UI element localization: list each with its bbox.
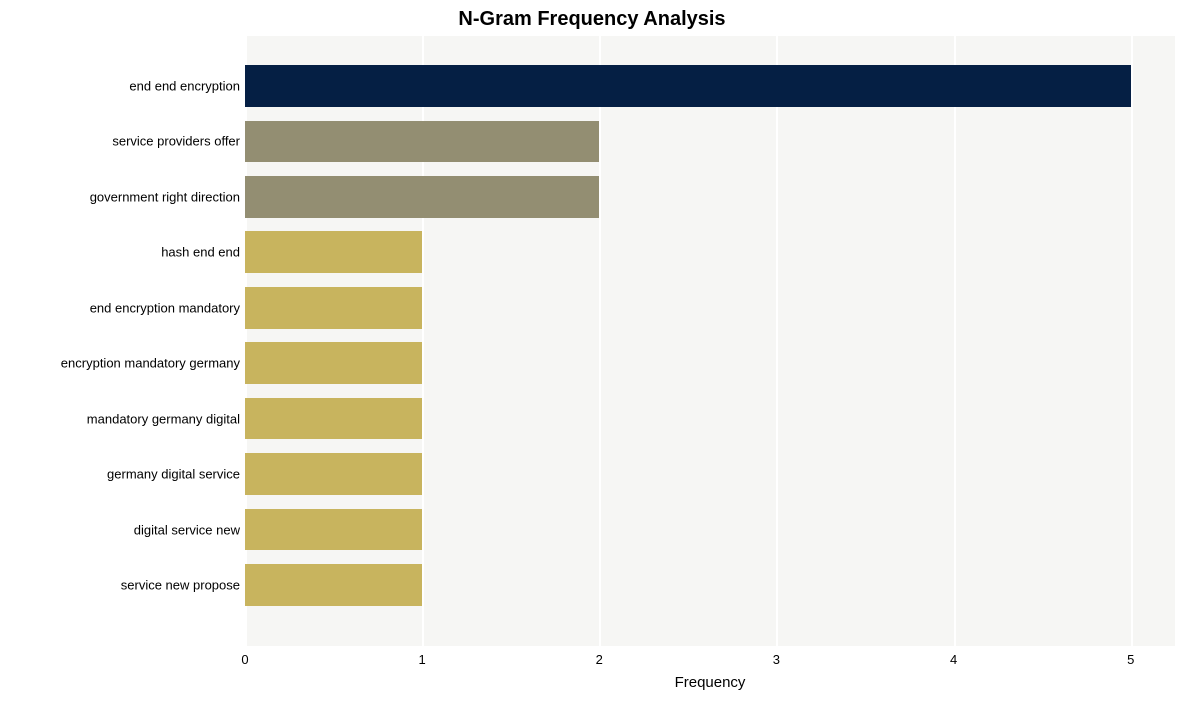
y-tick-label: service providers offer <box>112 135 240 148</box>
x-tick-label: 4 <box>950 652 957 667</box>
bars-container <box>245 36 1175 646</box>
bar-fill <box>245 453 422 495</box>
plot-area <box>245 36 1175 646</box>
bar-fill <box>245 287 422 329</box>
bar-fill <box>245 65 1131 107</box>
x-tick-label: 0 <box>241 652 248 667</box>
bar-fill <box>245 398 422 440</box>
bar <box>245 65 1131 107</box>
y-tick-label: end encryption mandatory <box>90 301 240 314</box>
y-tick-label: hash end end <box>161 246 240 259</box>
bar <box>245 231 422 273</box>
bar-fill <box>245 176 599 218</box>
bar-fill <box>245 509 422 551</box>
bar-fill <box>245 564 422 606</box>
x-tick-label: 5 <box>1127 652 1134 667</box>
x-tick-label: 3 <box>773 652 780 667</box>
bar-fill <box>245 231 422 273</box>
ngram-frequency-chart: N-Gram Frequency Analysis end end encryp… <box>0 0 1184 701</box>
y-tick-label: government right direction <box>90 190 240 203</box>
bar <box>245 176 599 218</box>
bar <box>245 453 422 495</box>
chart-title: N-Gram Frequency Analysis <box>0 8 1184 31</box>
bar <box>245 509 422 551</box>
bar <box>245 564 422 606</box>
bar <box>245 287 422 329</box>
bar-fill <box>245 121 599 163</box>
x-tick-label: 2 <box>596 652 603 667</box>
bar <box>245 398 422 440</box>
x-axis-label: Frequency <box>245 674 1175 691</box>
x-tick-label: 1 <box>419 652 426 667</box>
bar <box>245 121 599 163</box>
y-axis-labels: end end encryption service providers offe… <box>0 36 240 646</box>
y-tick-label: end end encryption <box>129 79 240 92</box>
bar <box>245 342 422 384</box>
y-tick-label: digital service new <box>134 523 240 536</box>
y-tick-label: mandatory germany digital <box>87 412 240 425</box>
y-tick-label: service new propose <box>121 579 240 592</box>
y-tick-label: germany digital service <box>107 468 240 481</box>
y-tick-label: encryption mandatory germany <box>61 357 240 370</box>
bar-fill <box>245 342 422 384</box>
